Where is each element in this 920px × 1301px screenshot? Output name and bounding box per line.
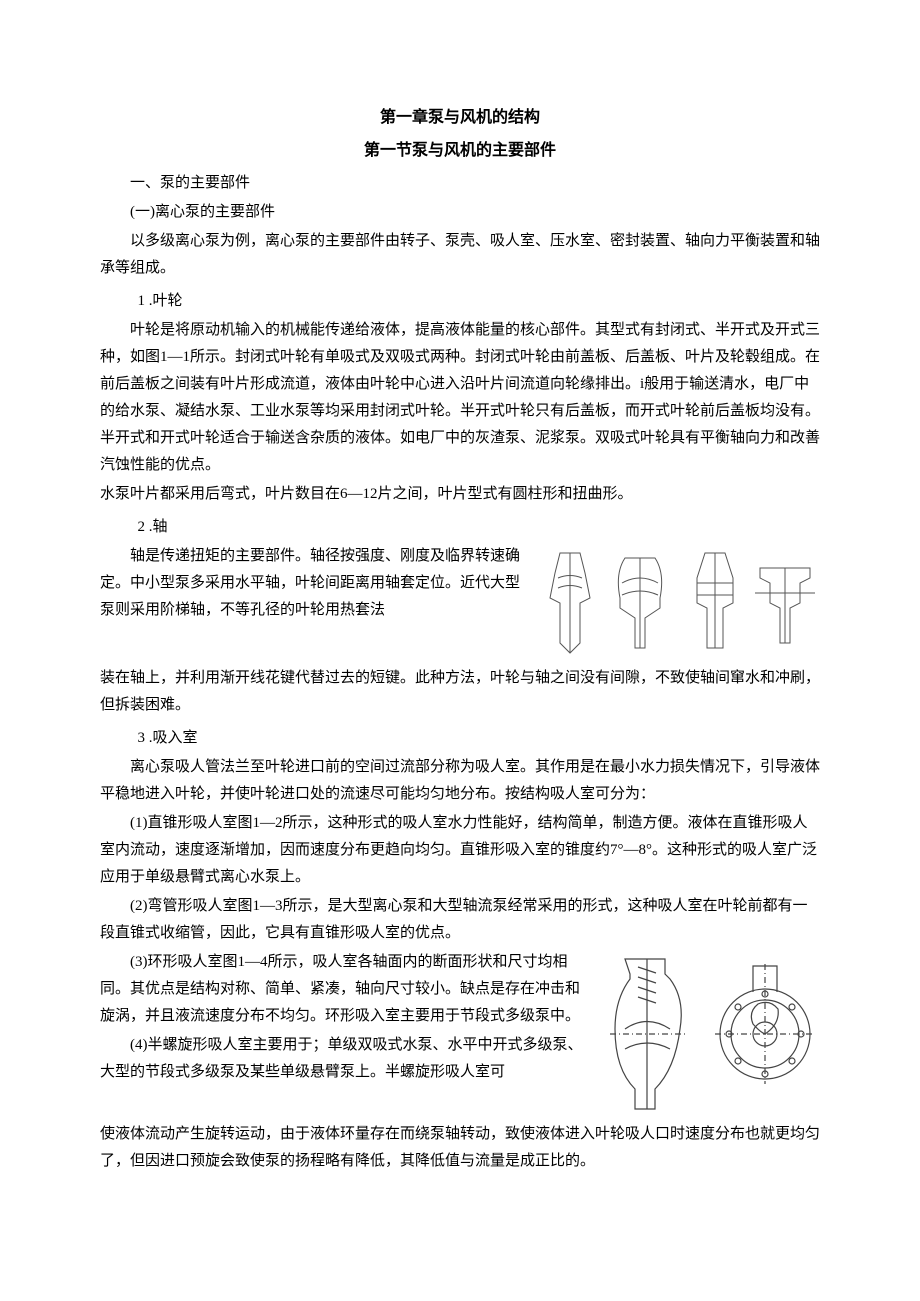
- subsection-1-paragraph-2: 水泵叶片都采用后弯式，叶片数目在6—12片之间，叶片型式有圆柱形和扭曲形。: [100, 481, 820, 508]
- subsection-3-paragraph-3: (2)弯管形吸人室图1—3所示，是大型离心泵和大型轴流泵经常采用的形式，这种吸人…: [100, 893, 820, 947]
- figure-1-1-impeller-types: [530, 543, 820, 663]
- chapter-title: 第一章泵与风机的结构: [100, 104, 820, 133]
- figure-1-4-annular-suction: [600, 949, 820, 1119]
- subsection-1-paragraph-1: 叶轮是将原动机输入的机械能传递给液体，提高液体能量的核心部件。其型式有封闭式、半…: [100, 317, 820, 479]
- subsection-3-paragraph-1: 离心泵吸人管法兰至叶轮进口前的空间过流部分称为吸人室。其作用是在最小水力损失情况…: [100, 754, 820, 808]
- section-title: 第一节泵与风机的主要部件: [100, 137, 820, 166]
- heading-level-1: 一、泵的主要部件: [100, 170, 820, 197]
- subsection-3-paragraph-2: (1)直锥形吸人室图1—2所示，这种形式的吸人室水力性能好，结构简单，制造方便。…: [100, 810, 820, 891]
- subsection-3-heading: 3 .吸入室: [100, 725, 820, 752]
- subsection-2-paragraph-1b: 装在轴上，并利用渐开线花键代替过去的短键。此种方法，叶轮与轴之间没有间隙，不致使…: [100, 665, 820, 719]
- subsection-1-heading: 1 .叶轮: [100, 288, 820, 315]
- intro-paragraph: 以多级离心泵为例，离心泵的主要部件由转子、泵壳、吸人室、压水室、密封装置、轴向力…: [100, 228, 820, 282]
- subsection-2-heading: 2 .轴: [100, 514, 820, 541]
- subsection-3-paragraph-5b: 使液体流动产生旋转运动，由于液体环量存在而绕泵轴转动，致使液体进入叶轮吸人口时速…: [100, 1121, 820, 1175]
- heading-level-1-1: (一)离心泵的主要部件: [100, 199, 820, 226]
